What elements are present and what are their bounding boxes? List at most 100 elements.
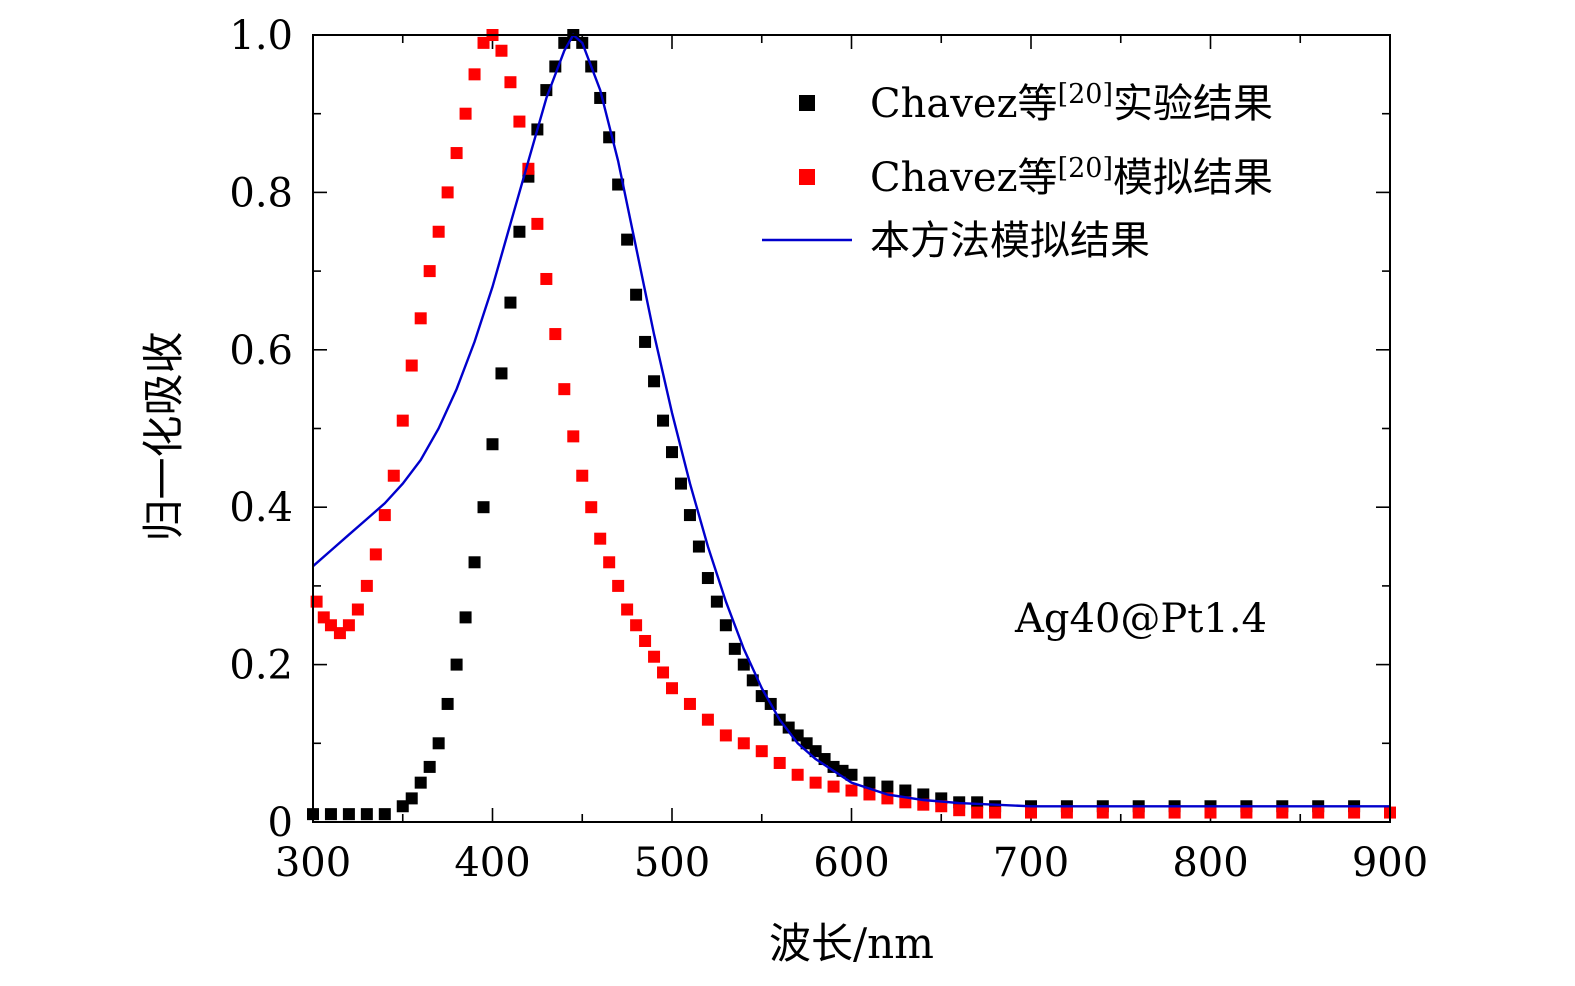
data-point [504, 296, 517, 309]
data-point [630, 288, 643, 301]
data-point [567, 430, 580, 443]
x-tick-label: 700 [993, 840, 1069, 886]
legend-item: 本方法模拟结果 [762, 218, 1150, 264]
data-point [1025, 806, 1037, 819]
data-point [378, 509, 391, 522]
x-tick-label: 400 [454, 840, 530, 886]
data-point [791, 768, 804, 781]
data-point [1060, 806, 1073, 819]
legend-square-swatch [799, 95, 815, 111]
y-tick-label: 0.4 [229, 485, 293, 531]
data-point [360, 579, 373, 592]
y-tick-label: 0.2 [229, 643, 293, 689]
legend-label: 本方法模拟结果 [870, 218, 1150, 264]
sample-annotation: Ag40@Pt1.4 [1014, 596, 1267, 642]
data-point [666, 446, 678, 459]
data-point [558, 383, 571, 396]
plot-frame [312, 34, 1391, 823]
data-point [737, 737, 750, 750]
data-point [594, 532, 607, 545]
data-point [468, 68, 481, 81]
data-point [1132, 806, 1145, 819]
data-point [549, 328, 562, 341]
data-point [396, 414, 409, 427]
data-point [459, 107, 472, 120]
data-point [657, 666, 670, 679]
data-point [414, 776, 427, 789]
data-point [450, 658, 463, 671]
data-point [459, 611, 472, 624]
data-point [441, 186, 454, 199]
x-tick-label: 800 [1172, 840, 1248, 886]
x-tick-label: 600 [813, 840, 889, 886]
data-point [351, 603, 364, 616]
data-point [486, 438, 499, 451]
data-point [827, 780, 840, 793]
data-point [387, 469, 400, 482]
data-point [1240, 806, 1253, 819]
legend-item: Chavez等[20]实验结果 [799, 79, 1273, 127]
data-point [585, 501, 598, 514]
data-point [441, 697, 454, 710]
data-point [621, 233, 634, 246]
data-point [495, 367, 508, 380]
legend-label: Chavez等[20]模拟结果 [870, 153, 1273, 201]
data-point [863, 788, 876, 801]
data-point [468, 556, 481, 569]
data-point [899, 784, 912, 797]
data-point [728, 642, 741, 655]
data-point [710, 595, 723, 608]
data-point [405, 792, 418, 805]
data-point [881, 780, 894, 793]
y-axis-label: 归一化吸收 [139, 331, 188, 541]
data-point [621, 603, 634, 616]
data-point [683, 697, 696, 710]
data-point [549, 60, 562, 73]
data-point [432, 225, 445, 238]
y-tick-labels: 0 0.2 0.4 0.6 0.8 1.0 [229, 13, 293, 846]
data-point [414, 312, 427, 325]
data-point [369, 548, 382, 561]
data-point [630, 619, 643, 632]
data-point [450, 147, 463, 160]
data-point [845, 768, 858, 781]
data-point [1204, 806, 1217, 819]
data-point [701, 713, 714, 726]
data-point [719, 729, 732, 742]
data-point [737, 658, 750, 671]
x-tick-labels: 300 400 500 600 700 800 900 [275, 840, 1428, 886]
y-tick-label: 0.8 [229, 170, 293, 216]
data-point [324, 808, 337, 821]
y-tick-label: 0 [268, 800, 293, 846]
data-point [603, 556, 616, 569]
data-point [917, 798, 930, 811]
data-point [953, 804, 966, 817]
data-point [683, 509, 696, 522]
legend-square-swatch [799, 169, 815, 185]
data-point [701, 572, 714, 585]
data-point [674, 477, 687, 490]
data-point [531, 217, 544, 230]
data-point [648, 650, 661, 663]
data-point [342, 619, 355, 632]
series-2 [310, 29, 1396, 819]
axis-ticks [312, 34, 1391, 823]
data-point [639, 634, 652, 647]
data-point [863, 776, 876, 789]
data-point [540, 272, 553, 285]
data-point [971, 806, 984, 819]
data-point [639, 335, 652, 348]
data-point [719, 619, 732, 632]
data-point [405, 359, 418, 372]
data-point [809, 776, 822, 789]
data-point [576, 469, 589, 482]
data-point [773, 756, 786, 769]
data-point [845, 784, 858, 797]
series-1 [307, 29, 1361, 821]
data-point [513, 115, 526, 128]
data-point [513, 225, 526, 238]
data-point [432, 737, 445, 750]
x-tick-label: 900 [1352, 840, 1428, 886]
data-point [648, 375, 661, 388]
